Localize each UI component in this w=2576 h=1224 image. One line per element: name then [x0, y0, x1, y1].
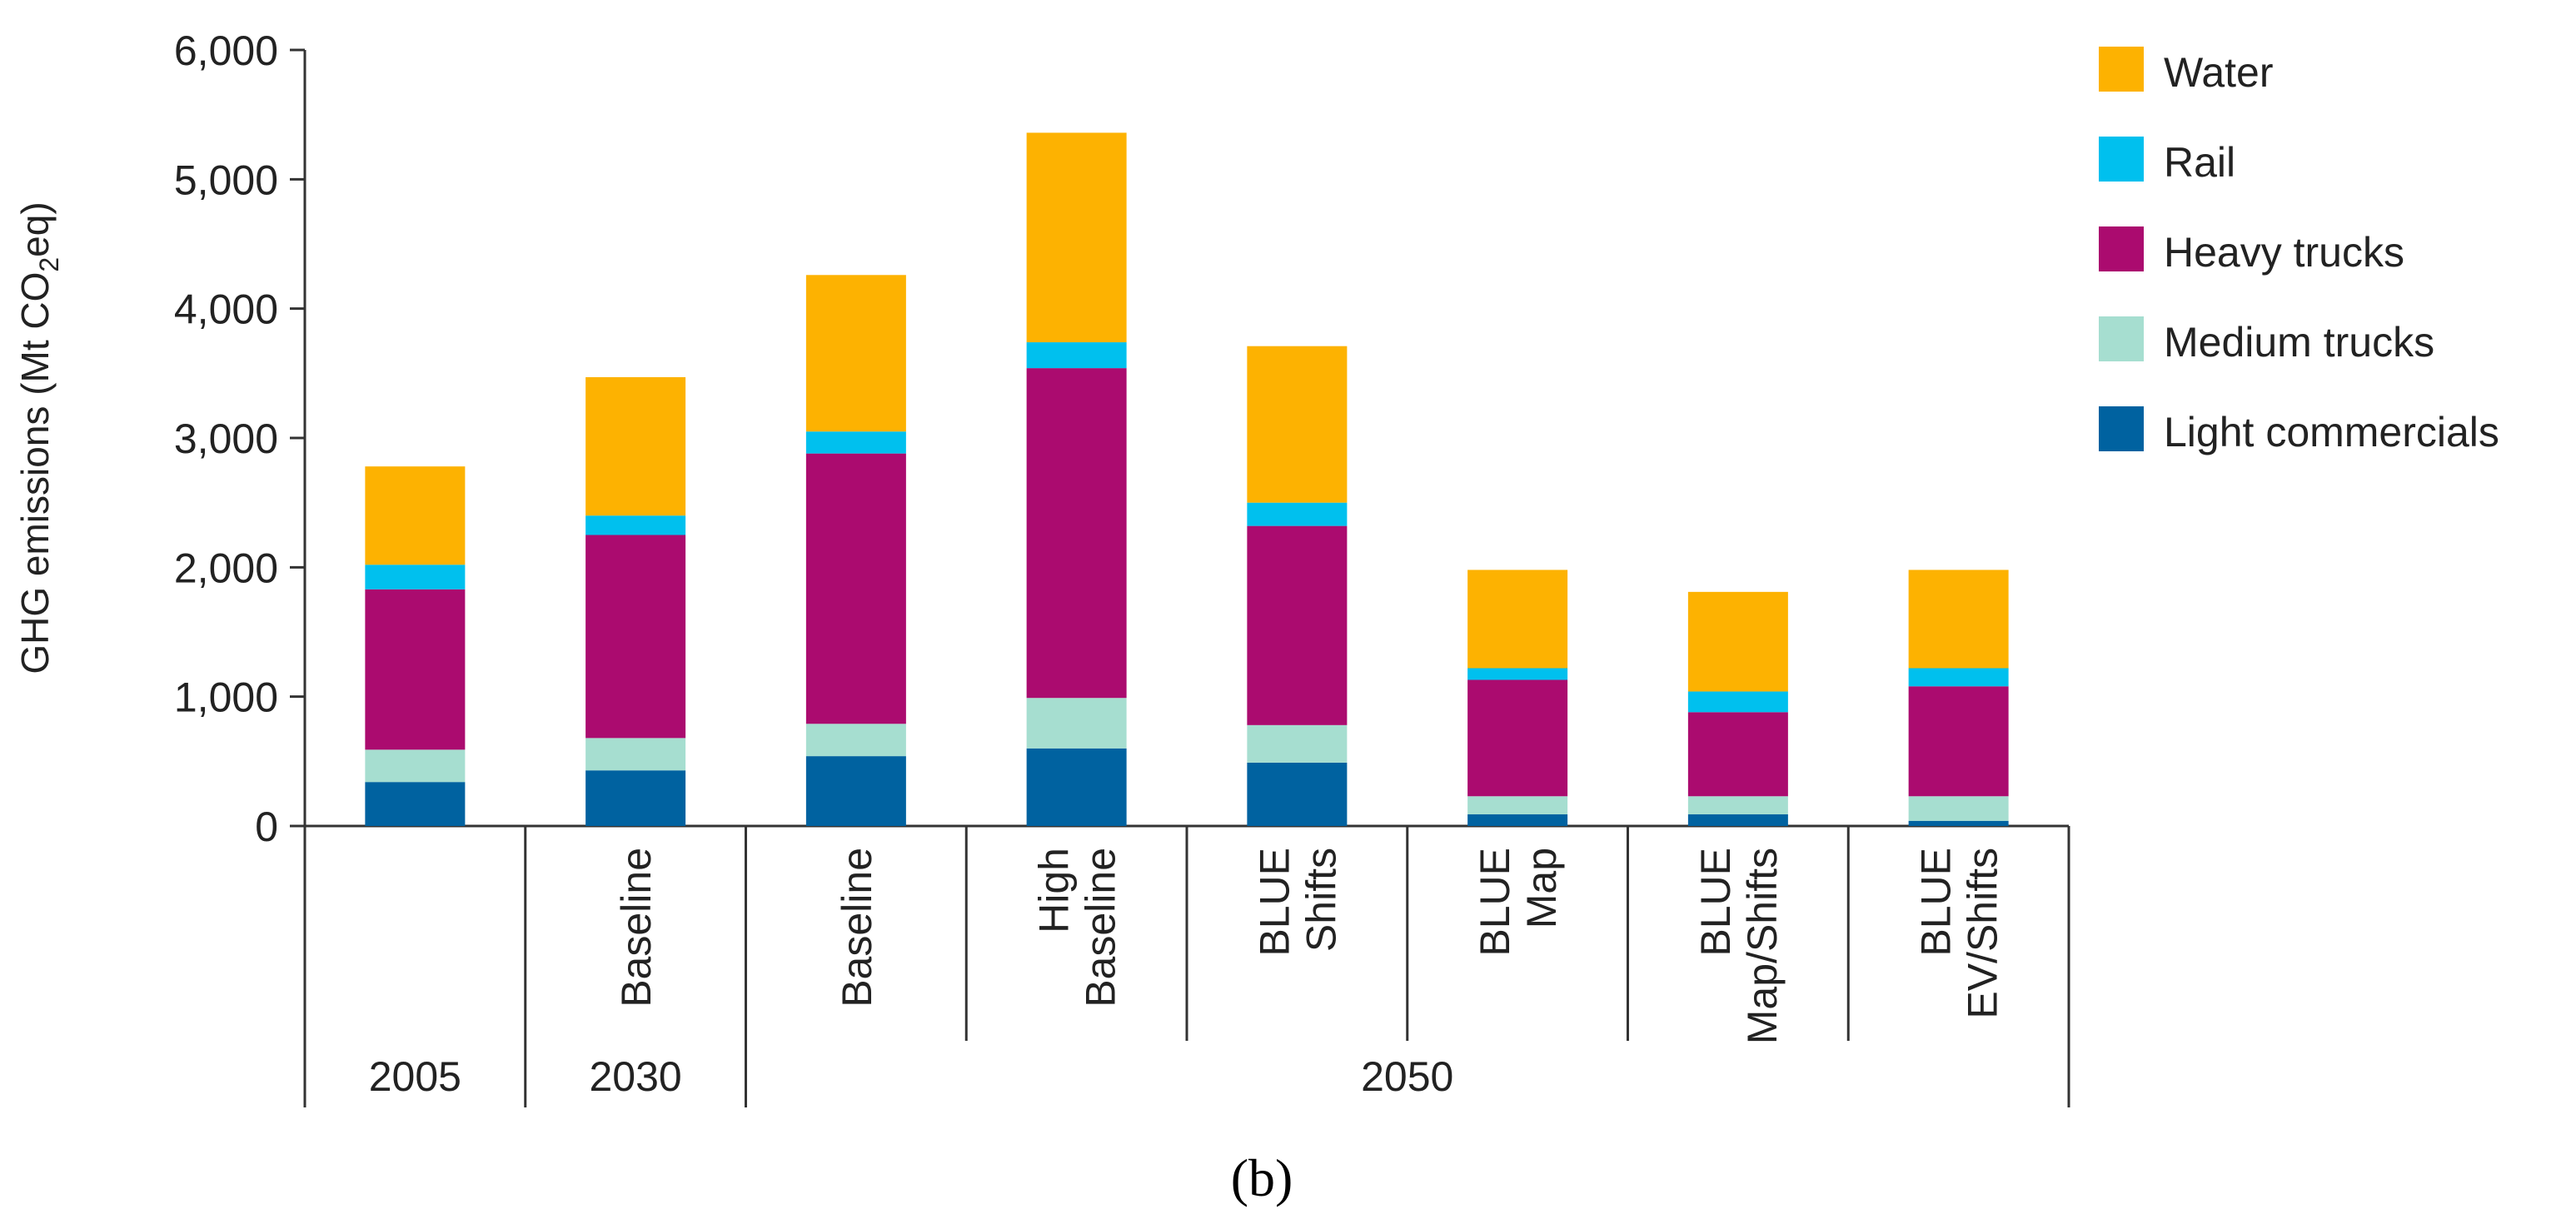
bar-segment-heavy-trucks — [1908, 686, 2009, 797]
y-axis-title: GHG emissions (Mt CO2eq) — [13, 202, 64, 674]
bar-segment-rail — [1687, 691, 1788, 713]
bar-segment-water — [365, 466, 466, 565]
y-tick-label: 6,000 — [174, 27, 278, 74]
bar-segment-rail — [1908, 668, 2009, 687]
legend: Water Rail Heavy trucks Medium trucks Light … — [2099, 47, 2499, 455]
bar-segment-medium-trucks — [1687, 796, 1788, 815]
y-axis-title-part: GHG emissions (Mt CO — [13, 272, 57, 674]
y-tick-label: 1,000 — [174, 674, 278, 721]
legend-swatch — [2099, 226, 2144, 271]
y-axis-ticks: 0 1,000 2,000 3,000 4,000 5,000 6,000 — [174, 27, 305, 850]
legend-label: Heavy trucks — [2164, 229, 2404, 276]
y-tick-label: 3,000 — [174, 415, 278, 462]
bar-segment-water — [1467, 570, 1568, 669]
category-label: BLUE — [1692, 848, 1739, 957]
y-axis-title-part: eq) — [13, 202, 57, 256]
category-label: BLUE — [1472, 848, 1518, 957]
bar-segment-rail — [1247, 502, 1348, 526]
bar-segment-light-commercials — [1687, 814, 1788, 826]
category-label: Map — [1518, 848, 1565, 928]
legend-swatch — [2099, 316, 2144, 361]
bar-segment-heavy-trucks — [1026, 368, 1127, 699]
bar-segment-rail — [1467, 668, 1568, 680]
year-group-label: 2030 — [590, 1053, 682, 1100]
year-group-label: 2005 — [369, 1053, 461, 1100]
bar-segment-light-commercials — [585, 770, 686, 826]
bar-segment-rail — [365, 565, 466, 590]
legend-swatch — [2099, 137, 2144, 182]
legend-label: Rail — [2164, 139, 2235, 186]
year-group-label: 2050 — [1361, 1053, 1453, 1100]
bar-segment-water — [1026, 132, 1127, 343]
bar-segment-water — [805, 275, 906, 432]
bar-segment-rail — [805, 431, 906, 454]
bar-segment-water — [1687, 591, 1788, 692]
bar-segment-heavy-trucks — [365, 589, 466, 750]
bar-segment-medium-trucks — [805, 724, 906, 757]
bar-segment-water — [1908, 570, 2009, 669]
bar-segment-medium-trucks — [365, 749, 466, 783]
bar-segment-heavy-trucks — [1687, 712, 1788, 797]
bar-segment-light-commercials — [1026, 748, 1127, 826]
y-tick-label: 0 — [255, 804, 278, 850]
bar-segment-rail — [1026, 342, 1127, 369]
axes — [303, 50, 2069, 828]
bar-segment-heavy-trucks — [805, 453, 906, 724]
legend-label: Medium trucks — [2164, 319, 2434, 366]
bar-segment-water — [585, 376, 686, 516]
bar-segment-medium-trucks — [1908, 796, 2009, 821]
bars — [365, 132, 2009, 826]
category-label: Map/Shifts — [1739, 848, 1786, 1044]
bar-segment-medium-trucks — [1467, 796, 1568, 815]
category-label: BLUE — [1251, 848, 1298, 957]
bar-segment-light-commercials — [1467, 814, 1568, 826]
y-tick-label: 4,000 — [174, 286, 278, 333]
y-axis-title-subscript: 2 — [34, 257, 64, 272]
bar-segment-medium-trucks — [1247, 724, 1348, 763]
panel-label: (b) — [1231, 1148, 1293, 1207]
y-tick-label: 2,000 — [174, 545, 278, 591]
bar-segment-heavy-trucks — [1247, 525, 1348, 725]
legend-swatch — [2099, 406, 2144, 451]
category-label: Baseline — [834, 848, 880, 1008]
category-label: EV/Shifts — [1960, 848, 2006, 1019]
bar-segment-light-commercials — [365, 782, 466, 826]
y-tick-label: 5,000 — [174, 157, 278, 203]
x-axis-labels: Baseline Baseline High Baseline BLUE Shifts BL… — [303, 826, 2070, 1107]
legend-swatch — [2099, 47, 2144, 92]
bar-segment-light-commercials — [1247, 762, 1348, 826]
bar-segment-medium-trucks — [585, 738, 686, 771]
category-label: BLUE — [1913, 848, 1960, 957]
bar-segment-light-commercials — [805, 756, 906, 826]
bar-segment-heavy-trucks — [585, 535, 686, 739]
legend-label: Water — [2164, 49, 2274, 96]
bar-segment-rail — [585, 515, 686, 535]
category-label: Baseline — [1078, 848, 1124, 1008]
category-label: Shifts — [1298, 848, 1344, 952]
y-axis-label: GHG emissions (Mt CO2eq) — [13, 202, 64, 674]
bar-segment-light-commercials — [1908, 820, 2009, 826]
bar-segment-water — [1247, 346, 1348, 503]
category-label: Baseline — [613, 848, 660, 1008]
category-label: High — [1031, 848, 1078, 933]
bar-segment-medium-trucks — [1026, 698, 1127, 749]
bar-segment-heavy-trucks — [1467, 679, 1568, 797]
legend-label: Light commercials — [2164, 409, 2499, 455]
